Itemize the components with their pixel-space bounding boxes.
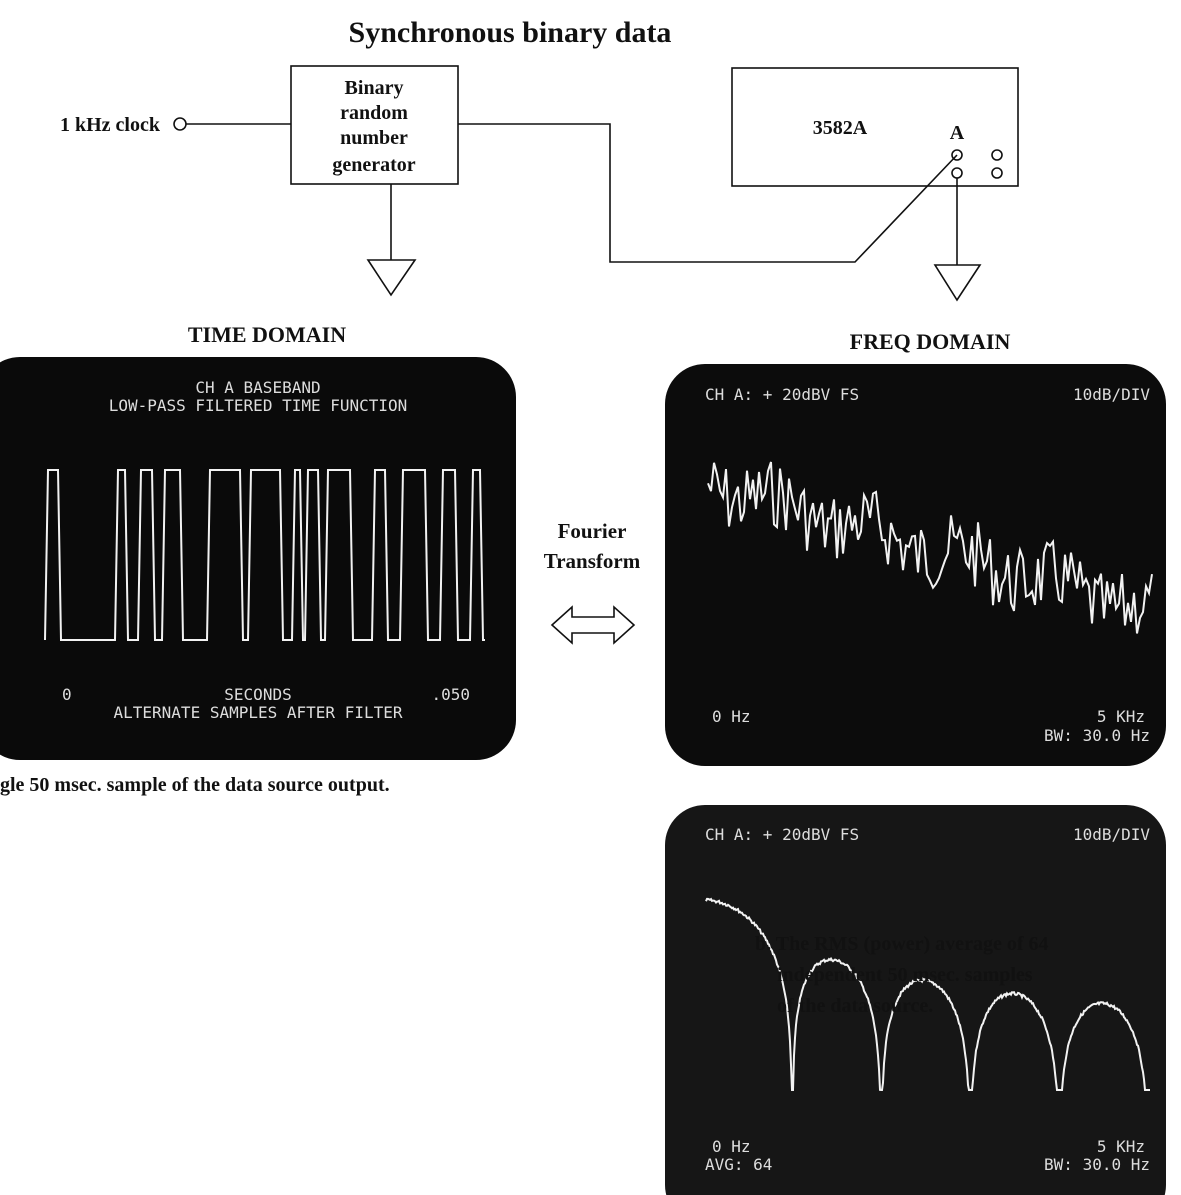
double-arrow bbox=[552, 607, 634, 643]
screen-text: 5 KHz bbox=[1097, 1137, 1145, 1156]
screen-text: ALTERNATE SAMPLES AFTER FILTER bbox=[114, 703, 403, 722]
ground bbox=[935, 265, 980, 300]
terminal bbox=[952, 168, 962, 178]
screen-text: .050 bbox=[431, 685, 470, 704]
screen-text: LOW-PASS FILTERED TIME FUNCTION bbox=[109, 396, 408, 415]
screen-text: 0 Hz bbox=[712, 1137, 751, 1156]
freq-screen bbox=[665, 364, 1166, 766]
clock-label: 1 kHz clock bbox=[60, 114, 161, 136]
caption: b. The RMS (power) average of 64 bbox=[755, 933, 1048, 955]
title: Synchronous binary data bbox=[349, 16, 672, 49]
transform-label: Transform bbox=[544, 549, 641, 573]
transform-label: Fourier bbox=[558, 519, 627, 543]
screen-text: BW: 30.0 Hz bbox=[1044, 1155, 1150, 1174]
ground bbox=[368, 260, 415, 295]
analyzer-model: 3582A bbox=[813, 117, 868, 139]
screen-text: CH A: + 20dBV FS bbox=[705, 385, 859, 404]
page: Synchronous binary data 1 kHz clock Bina… bbox=[0, 0, 1181, 1195]
analyzer-input: A bbox=[950, 122, 965, 144]
generator-label: generator bbox=[332, 154, 415, 176]
generator-label: number bbox=[340, 127, 408, 149]
generator-label: Binary bbox=[345, 77, 404, 99]
screen-text: 10dB/DIV bbox=[1073, 825, 1150, 844]
caption: of the data source. bbox=[777, 995, 933, 1017]
screen-text: CH A: + 20dBV FS bbox=[705, 825, 859, 844]
screen-text: CH A BASEBAND bbox=[195, 378, 320, 397]
screen-text: 0 bbox=[62, 685, 72, 704]
terminal bbox=[992, 150, 1002, 160]
screen-text: SECONDS bbox=[224, 685, 291, 704]
terminal bbox=[992, 168, 1002, 178]
time-heading: TIME DOMAIN bbox=[188, 322, 346, 347]
analyzer-box bbox=[732, 68, 1018, 186]
clock-terminal bbox=[174, 118, 186, 130]
generator-label: random bbox=[340, 102, 408, 124]
screen-text: 10dB/DIV bbox=[1073, 385, 1150, 404]
freq-heading: FREQ DOMAIN bbox=[850, 329, 1011, 354]
screen-text: AVG: 64 bbox=[705, 1155, 772, 1174]
screen-text: 0 Hz bbox=[712, 707, 751, 726]
caption: independent 50 msec. samples bbox=[777, 964, 1033, 986]
screen-text: 5 KHz bbox=[1097, 707, 1145, 726]
diagram: Synchronous binary data 1 kHz clock Bina… bbox=[0, 0, 1181, 1195]
wire bbox=[458, 124, 957, 262]
screen-text: BW: 30.0 Hz bbox=[1044, 726, 1150, 745]
caption: gle 50 msec. sample of the data source o… bbox=[0, 774, 390, 796]
